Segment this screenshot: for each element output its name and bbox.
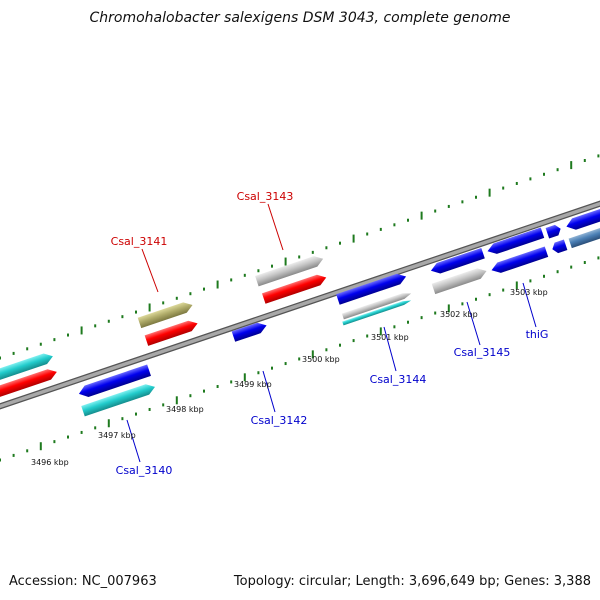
label-leader-lines: [126, 203, 537, 463]
other-csal-3145[interactable]: [431, 266, 489, 295]
inner-tick-track: [0, 256, 600, 462]
tick-label-3497: 3497 kbp: [98, 431, 136, 440]
outer-tick-track: [0, 154, 600, 360]
cds-gene-3504-a[interactable]: [545, 224, 563, 239]
gene-label-csal-3144[interactable]: Csal_3144: [370, 373, 427, 386]
tick-label-3502: 3502 kbp: [440, 310, 478, 319]
cds-gene-3504-b[interactable]: [551, 239, 568, 255]
gene-label-csal-3143[interactable]: Csal_3143: [237, 190, 294, 203]
tick-label-3498: 3498 kbp: [166, 405, 204, 414]
cds-csal-3144[interactable]: [336, 271, 408, 305]
other-gene-3505[interactable]: [568, 224, 600, 249]
feature-track: [0, 203, 600, 417]
cog-left-edge[interactable]: [0, 351, 55, 388]
leader-thig: [522, 282, 537, 328]
cds-csal-3141[interactable]: [144, 318, 200, 346]
cds-thig[interactable]: [490, 246, 549, 276]
gene-label-thig[interactable]: thiG: [526, 328, 549, 341]
cds-csal-3145[interactable]: [429, 247, 485, 276]
cds-gene-3503-a[interactable]: [486, 227, 545, 257]
other-csal-3143[interactable]: [255, 254, 325, 287]
tick-label-3499: 3499 kbp: [234, 380, 272, 389]
leader-csal-3140: [126, 419, 141, 463]
other-csal-3144[interactable]: [341, 291, 412, 320]
tick-label-3501: 3501 kbp: [371, 333, 409, 342]
cds-csal-3143[interactable]: [261, 272, 328, 304]
cds-forward-left-edge[interactable]: [0, 367, 59, 404]
gene-label-csal-3142[interactable]: Csal_3142: [251, 414, 308, 427]
cds-csal-3140[interactable]: [77, 364, 151, 399]
cog-csal-3144[interactable]: [342, 299, 412, 326]
accession-text: Accession: NC_007963: [9, 574, 157, 589]
tick-label-3496: 3496 kbp: [31, 458, 69, 467]
cds-csal-3142[interactable]: [231, 320, 269, 342]
leader-csal-3143: [267, 203, 284, 251]
map-title: Chromohalobacter salexigens DSM 3043, co…: [89, 10, 511, 26]
rna-csal-3141[interactable]: [137, 300, 195, 329]
genome-stats-text: Topology: circular; Length: 3,696,649 bp…: [233, 574, 591, 589]
gene-label-csal-3145[interactable]: Csal_3145: [454, 346, 511, 359]
leader-csal-3145: [466, 301, 481, 346]
cds-gene-3505[interactable]: [564, 203, 600, 233]
gene-label-csal-3140[interactable]: Csal_3140: [116, 464, 173, 477]
leader-csal-3144: [383, 326, 397, 372]
gene-label-csal-3141[interactable]: Csal_3141: [111, 235, 168, 248]
leader-csal-3142: [262, 370, 276, 413]
tick-label-3500: 3500 kbp: [302, 355, 340, 364]
leader-csal-3141: [141, 248, 159, 293]
cog-csal-3140[interactable]: [81, 382, 157, 417]
tick-label-3503: 3503 kbp: [510, 288, 548, 297]
